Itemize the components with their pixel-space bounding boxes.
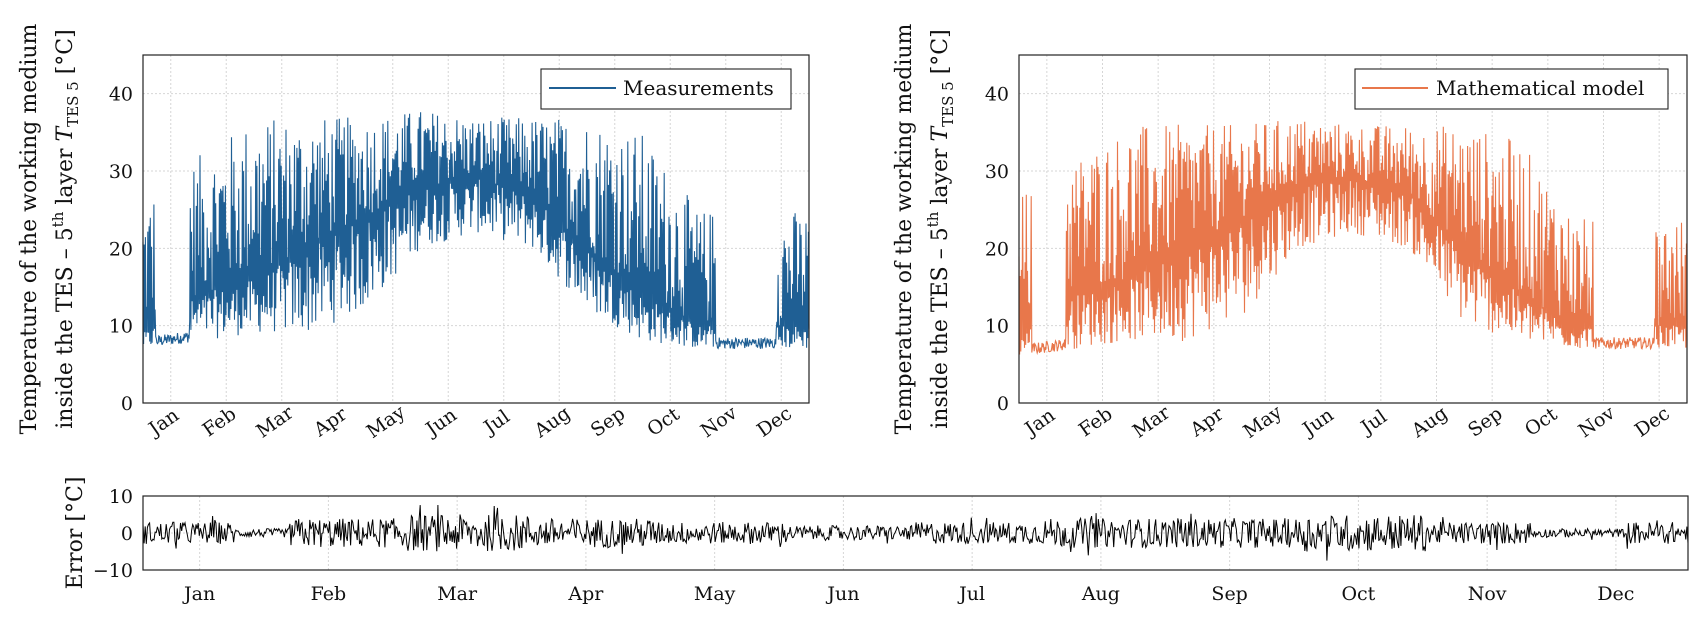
x-tick-label: Oct xyxy=(643,403,684,441)
y-tick-label: −10 xyxy=(93,560,133,582)
error-panel: −10 0 10 Jan Feb Mar Apr May Jun Jul Aug Sep Oct Nov… xyxy=(63,477,1689,605)
measurements-x-ticks: Jan Feb Mar Apr May Jun Jul Aug Sep Oct Nov Dec xyxy=(143,401,796,443)
measurements-ylabel-2-sup: th xyxy=(49,211,67,227)
measurements-series xyxy=(142,112,810,350)
x-tick-label: Mar xyxy=(252,401,298,442)
x-tick-label: Sep xyxy=(1464,403,1506,442)
y-tick-label: 30 xyxy=(985,161,1009,183)
error-series-line xyxy=(142,504,1689,561)
model-ylabel-2-unit: [°C] xyxy=(928,29,953,81)
model-ylabel-2-sup: th xyxy=(924,211,942,227)
measurements-ylabel-2-unit: [°C] xyxy=(53,29,78,81)
model-ylabel-2: inside the TES – 5th layer TTES 5 [°C] xyxy=(924,29,957,428)
model-ylabel-2-mid: layer xyxy=(928,141,953,211)
measurements-legend-label: Measurements xyxy=(623,76,774,100)
x-tick-label: Dec xyxy=(1597,583,1634,605)
y-tick-label: 0 xyxy=(121,523,133,545)
y-tick-label: 40 xyxy=(109,84,133,106)
model-y-ticks: 0 10 20 30 40 xyxy=(985,84,1009,415)
model-x-ticks: Jan Feb Mar Apr May Jun Jul Aug Sep Oct Nov Dec xyxy=(1019,401,1674,443)
x-tick-label: Nov xyxy=(1575,402,1620,442)
y-tick-label: 20 xyxy=(109,238,133,260)
model-ylabel-1: Temperature of the working medium xyxy=(892,23,917,434)
measurements-ylabel-1: Temperature of the working medium xyxy=(17,23,42,434)
y-tick-label: 10 xyxy=(985,316,1009,338)
error-axes-box xyxy=(142,495,1689,571)
model-axes-box xyxy=(1018,54,1688,404)
x-tick-label: Oct xyxy=(1521,403,1562,441)
error-x-ticks: Jan Feb Mar Apr May Jun Jul Aug Sep Oct Nov Dec xyxy=(182,583,1634,605)
x-tick-label: Aug xyxy=(1081,583,1120,605)
x-tick-label: Nov xyxy=(1468,583,1507,605)
x-tick-label: Mar xyxy=(1129,401,1175,442)
measurements-ylabel-2-prefix: inside the TES – 5 xyxy=(53,227,78,428)
x-tick-label: Oct xyxy=(1341,583,1375,605)
x-tick-label: Jul xyxy=(1355,406,1391,440)
y-tick-label: 30 xyxy=(109,161,133,183)
y-tick-label: 0 xyxy=(997,393,1009,415)
y-tick-label: 0 xyxy=(121,393,133,415)
error-series xyxy=(142,504,1689,561)
error-grid xyxy=(143,495,1688,571)
model-ylabel-2-var: T xyxy=(928,124,953,141)
measurements-legend: Measurements xyxy=(540,68,792,110)
x-tick-label: May xyxy=(363,401,410,443)
x-tick-label: Jun xyxy=(825,583,859,605)
p1-series-line xyxy=(142,112,810,350)
error-y-ticks: −10 0 10 xyxy=(93,486,133,582)
measurements-ylabel-2-var: T xyxy=(53,124,78,141)
measurements-y-ticks: 0 10 20 30 40 xyxy=(109,84,133,415)
model-y-label-line1: Temperature of the working medium xyxy=(892,23,917,434)
error-y-label: Error [°C] xyxy=(63,477,88,590)
x-tick-label: Jul xyxy=(957,583,985,605)
x-tick-label: Mar xyxy=(437,583,478,605)
y-tick-label: 20 xyxy=(985,238,1009,260)
x-tick-label: Jan xyxy=(143,404,183,441)
x-tick-label: Jun xyxy=(420,404,461,442)
x-tick-label: Apr xyxy=(1186,403,1229,442)
y-tick-label: 10 xyxy=(109,486,133,508)
measurements-ylabel-2: inside the TES – 5th layer TTES 5 [°C] xyxy=(49,29,82,428)
model-ylabel-2-sub: TES 5 xyxy=(939,81,957,127)
measurements-panel: 0 10 20 30 40 Jan Feb Mar Apr May Jun Jul Aug Sep Oct… xyxy=(17,23,810,443)
y-tick-label: 10 xyxy=(109,316,133,338)
x-tick-label: Aug xyxy=(1407,402,1452,442)
x-tick-label: May xyxy=(1239,401,1286,443)
x-tick-label: Aug xyxy=(530,402,575,442)
x-tick-label: Dec xyxy=(753,402,796,441)
model-ylabel-2-prefix: inside the TES – 5 xyxy=(928,227,953,428)
model-y-label-line2: inside the TES – 5th layer TTES 5 [°C] xyxy=(924,29,957,428)
p2-series-line xyxy=(1018,121,1688,356)
measurements-ylabel-2-sub: TES 5 xyxy=(64,81,82,127)
measurements-axes-box xyxy=(142,54,810,404)
x-tick-label: Feb xyxy=(199,403,241,441)
measurements-y-label-line1: Temperature of the working medium xyxy=(17,23,42,434)
x-tick-label: Jun xyxy=(1297,404,1338,442)
model-legend-label: Mathematical model xyxy=(1436,76,1644,100)
x-tick-label: Sep xyxy=(587,403,629,442)
y-tick-label: 40 xyxy=(985,84,1009,106)
x-tick-label: Feb xyxy=(311,583,347,605)
x-tick-label: Jan xyxy=(1019,404,1059,441)
error-ylabel: Error [°C] xyxy=(63,477,88,590)
model-series xyxy=(1018,121,1688,356)
x-tick-label: Feb xyxy=(1075,403,1117,441)
measurements-y-label-line2: inside the TES – 5th layer TTES 5 [°C] xyxy=(49,29,82,428)
model-legend: Mathematical model xyxy=(1354,68,1669,110)
x-tick-label: Apr xyxy=(567,583,604,605)
x-tick-label: Apr xyxy=(309,403,352,442)
x-tick-label: Jul xyxy=(478,406,514,440)
x-tick-label: Nov xyxy=(697,402,742,442)
x-tick-label: May xyxy=(694,583,736,605)
model-panel: 0 10 20 30 40 Jan Feb Mar Apr May Jun Jul Aug Sep Oct… xyxy=(892,23,1688,443)
x-tick-label: Jan xyxy=(182,583,215,605)
measurements-ylabel-2-mid: layer xyxy=(53,141,78,211)
x-tick-label: Sep xyxy=(1211,583,1247,605)
x-tick-label: Dec xyxy=(1631,402,1674,441)
